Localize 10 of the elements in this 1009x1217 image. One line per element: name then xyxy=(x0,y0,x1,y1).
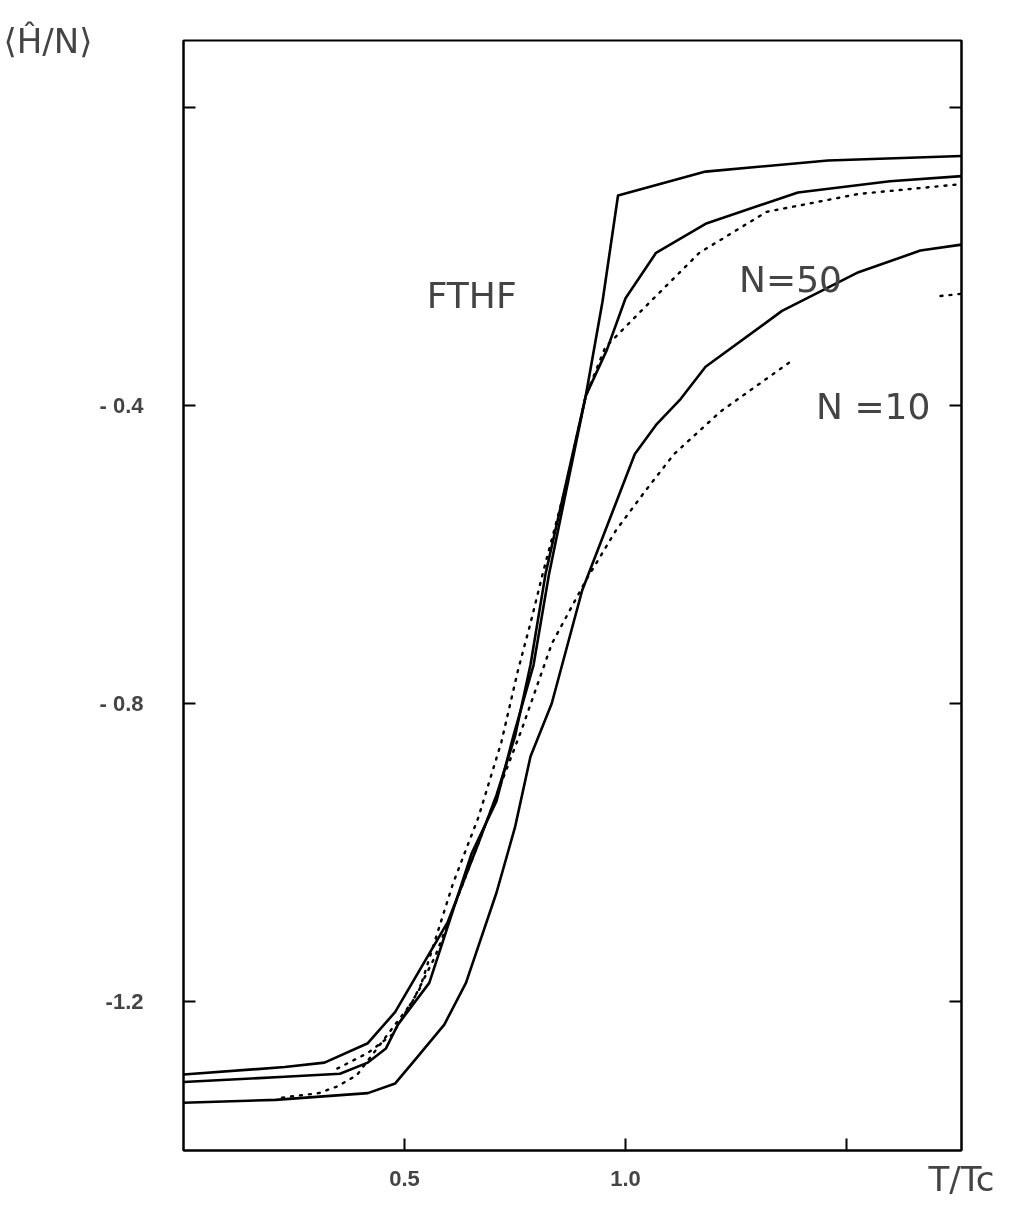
x-axis-title: T/Tc xyxy=(927,1158,995,1199)
y-tick-label: - 0.4 xyxy=(99,393,145,419)
annotation: N =10 xyxy=(816,386,931,428)
x-tick-label: 0.5 xyxy=(389,1165,420,1191)
annotation: N=50 xyxy=(739,258,842,300)
y-tick-label: - 0.8 xyxy=(99,691,144,717)
y-tick-label: -1.2 xyxy=(105,989,144,1015)
x-tick-label: 1.0 xyxy=(610,1165,641,1191)
annotation: FTHF xyxy=(426,275,517,317)
y-axis-title: ⟨Ĥ/N⟩ xyxy=(3,20,93,61)
